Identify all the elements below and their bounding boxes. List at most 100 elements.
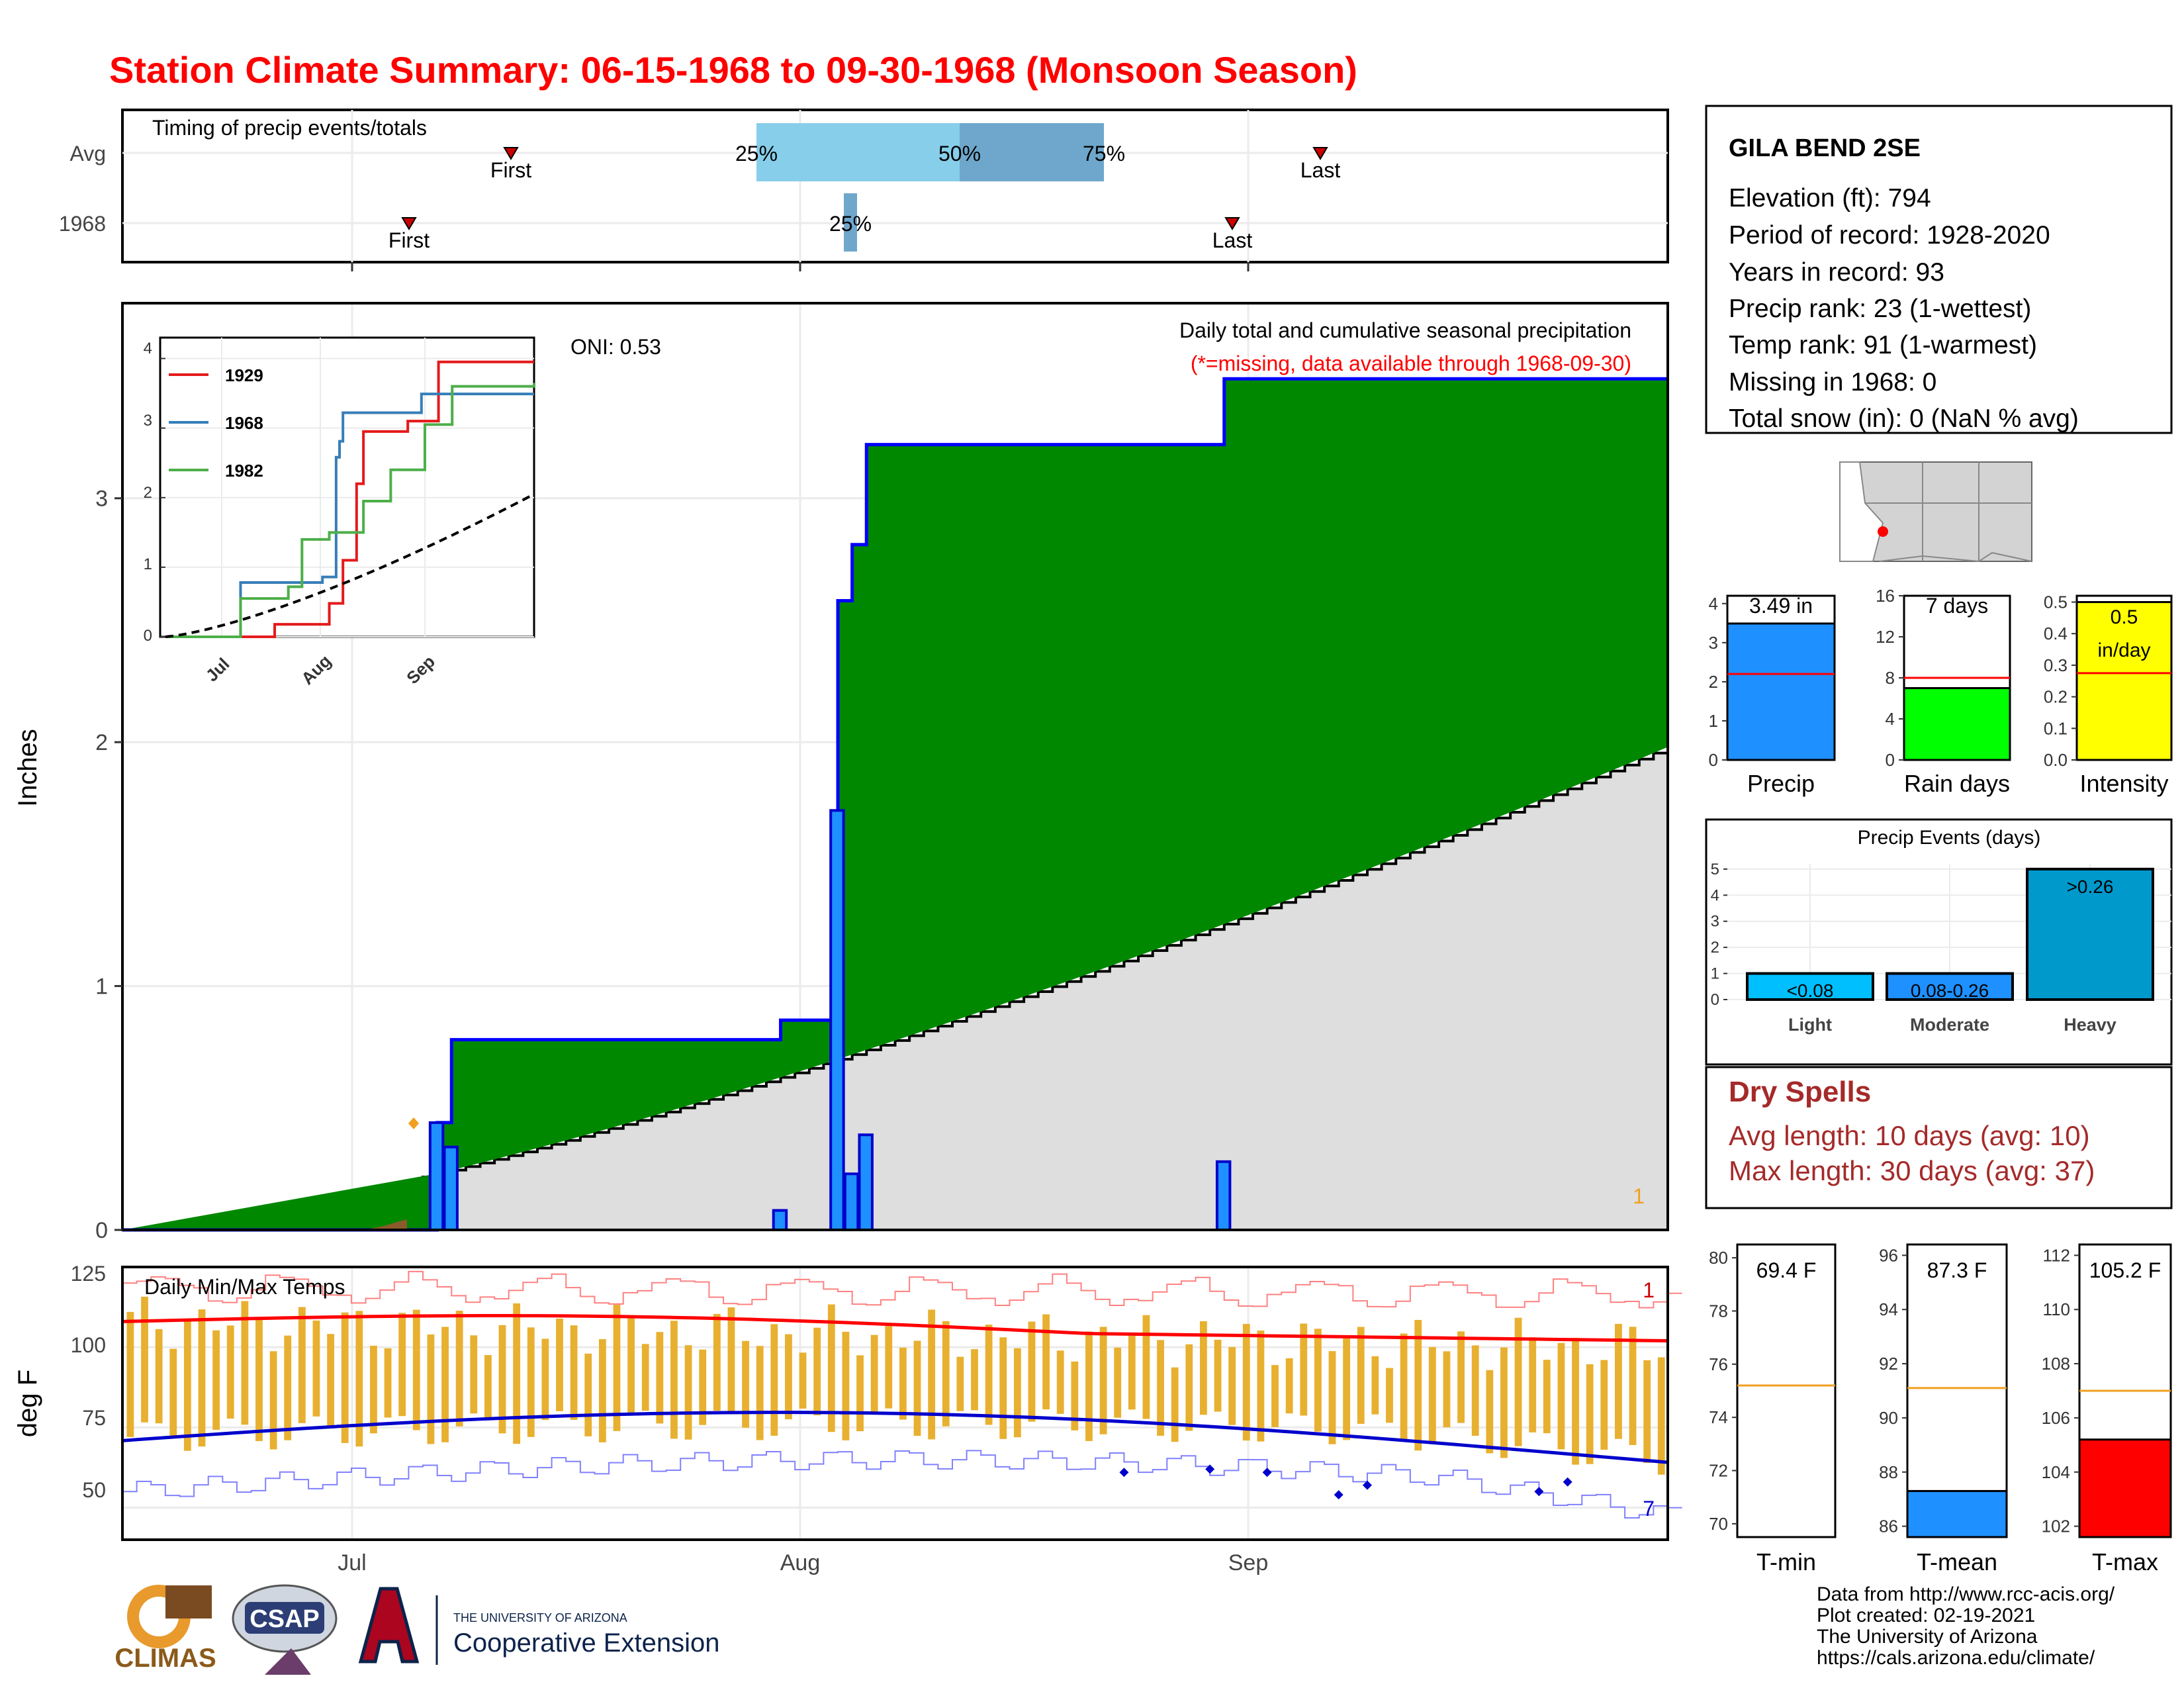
summary-ytick: 3 [1709,633,1718,653]
early-precip-trace [291,1219,407,1230]
dry-spells-max: Max length: 30 days (avg: 37) [1729,1155,2095,1186]
daily-temp-bar [1543,1360,1551,1434]
avg-first-label: First [490,158,531,182]
temp-panel-label: Daily Min/Max Temps [144,1275,345,1299]
daily-temp-bar [1185,1344,1193,1431]
temp-summary-label: T-max [2092,1548,2158,1575]
temp-summary-ytick: 76 [1709,1354,1728,1374]
temp-summary-ytick: 88 [1879,1462,1898,1482]
summary-bar [1726,622,1836,761]
daily-temp-bar [570,1325,578,1420]
summary-ytick: 0.0 [2044,750,2068,770]
record-low-marker [1362,1480,1372,1490]
station-line-2: Period of record: 1928-2020 [1729,221,2050,250]
summary-bar-label: Rain days [1904,770,2010,797]
precip-event-bar [1886,972,2014,1001]
daily-temp-bar [999,1337,1007,1439]
daily-temp-bar [355,1311,363,1447]
daily-temp-bar [1328,1351,1336,1444]
daily-temp-bar [226,1325,234,1419]
station-line-7: Total snow (in): 0 (NaN % avg) [1729,404,2079,433]
daily-temp-bar [1257,1330,1265,1442]
footer-line-4: https://cals.arizona.edu/climate/ [1817,1647,2095,1669]
daily-temp-bar [1371,1356,1379,1415]
station-line-5: Temp rank: 91 (1-warmest) [1729,331,2037,359]
daily-temp-bar [513,1303,521,1444]
climas-logo-text: CLIMAS [114,1644,216,1673]
daily-temp-bar [870,1335,878,1415]
daily-temp-bar [684,1345,692,1440]
csap-logo-text: CSAP [250,1605,320,1633]
temp-summary-ytick: 102 [2042,1517,2070,1536]
temp-summary-value: 69.4 F [1756,1258,1817,1282]
daily-temp-bar [1629,1327,1637,1445]
daily-temp-bar [785,1334,792,1420]
temp-summary-ytick: 74 [1709,1407,1728,1427]
events-ytick: 2 [1711,939,1719,957]
daily-temp-bar [126,1311,134,1437]
daily-temp-bar [842,1331,850,1440]
temp-summary-ytick: 106 [2042,1408,2070,1428]
inset-series-line [165,393,534,638]
summary-value-label: 7 days [1926,594,1988,618]
last-1968-label: Last [1212,228,1253,252]
summary-ytick: 0 [1709,750,1718,770]
daily-temp-bar [1457,1331,1465,1423]
daily-temp-bar [1486,1370,1494,1454]
daily-temp-bar [913,1340,921,1436]
summary-ytick: 1 [1709,711,1718,731]
daily-temp-bar [1271,1365,1279,1427]
orange-diamond-marker [408,1117,419,1129]
daily-temp-bar [1314,1329,1322,1432]
daily-temp-bar [1071,1361,1079,1430]
daily-temp-bar [956,1356,964,1411]
timing-pct-75: 75% [1083,142,1125,165]
first-1968-marker [401,217,417,230]
inset-ytick-3: 3 [144,412,152,430]
average-cumulative-area [122,747,1668,1230]
daily-temp-bar [1157,1340,1164,1436]
temp-summary-ytick: 70 [1709,1514,1728,1534]
daily-temp-bar [269,1351,277,1450]
main-ytick: 0 [95,1218,108,1243]
daily-precip-bar [829,809,845,1231]
inset-ytick-1: 1 [144,555,152,573]
timing-pct-50: 50% [938,142,981,165]
daily-temp-bar [1300,1323,1308,1416]
daily-temp-bar [1443,1351,1451,1428]
main-subtitle: Daily total and cumulative seasonal prec… [1179,318,1631,342]
summary-ytick: 4 [1886,709,1895,729]
inset-legend-1968: 1968 [225,413,263,433]
timing-row-label-1968: 1968 [59,212,106,236]
xtick-sep: Sep [1228,1550,1269,1575]
daily-temp-bar [727,1307,735,1413]
daily-temp-bar [1572,1338,1579,1465]
station-location-dot [1878,526,1888,537]
timing-avg-bar-25-50 [756,123,960,181]
ua-logo-main: Cooperative Extension [453,1628,719,1658]
daily-temp-bar [155,1329,163,1424]
daily-precip-bar [843,1172,860,1232]
daily-temp-bar [1042,1314,1050,1410]
temp-panel: Daily Min/Max Temps 1 7 125 100 75 50 de… [13,1262,1682,1575]
precip-events-panel: Precip Events (days) 0 1 2 3 4 5 <0.08 Light 0.0… [1705,818,2173,1066]
daily-temp-bar [1414,1319,1422,1451]
page-title: Station Climate Summary: 06-15-1968 to 0… [109,49,1357,91]
summary-ytick: 2 [1709,672,1718,692]
precip-event-category: Light [1788,1015,1832,1035]
summary-ytick: 0.2 [2044,687,2068,707]
temp-ytick-50: 50 [82,1478,106,1502]
daily-temp-bar [1386,1368,1393,1423]
events-ytick: 5 [1711,861,1719,878]
daily-temp-bar [770,1324,778,1436]
timing-row-label-avg: Avg [69,142,106,165]
xtick-aug: Aug [780,1550,821,1575]
station-line-4: Precip rank: 23 (1-wettest) [1729,295,2031,323]
daily-precip-bar [428,1121,445,1232]
daily-temp-bar [1557,1342,1565,1450]
summary-bar [2075,601,2173,761]
inset-legend-1982: 1982 [225,461,263,481]
daily-temp-bar [1242,1323,1250,1441]
daily-temp-bar [541,1338,549,1421]
